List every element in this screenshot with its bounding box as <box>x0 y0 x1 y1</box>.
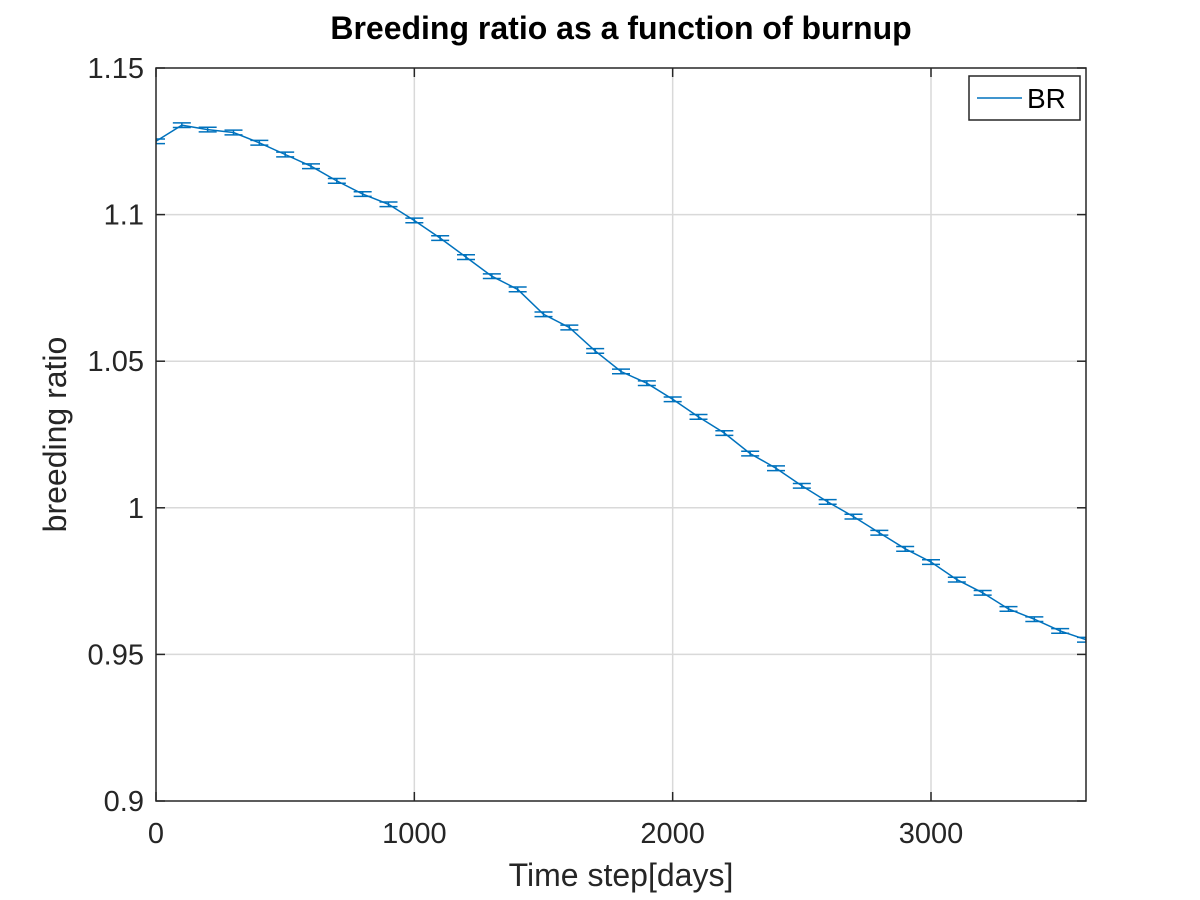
y-tick-label: 1.1 <box>104 200 144 232</box>
error-bar <box>922 558 940 566</box>
error-bar <box>302 163 320 170</box>
error-bar <box>1051 627 1070 635</box>
y-tick-label: 1 <box>128 493 144 525</box>
series-line-br <box>156 124 1086 641</box>
chart-title: Breeding ratio as a function of burnup <box>330 10 911 46</box>
axis-ticks: 0 1000 2000 3000 0.9 0.95 1 1.05 1.1 1.15 <box>88 53 1086 850</box>
legend-label-br: BR <box>1027 83 1066 114</box>
x-tick-label: 1000 <box>382 818 447 850</box>
error-bar <box>844 513 863 520</box>
error-bar <box>947 576 966 583</box>
error-bar <box>715 429 734 437</box>
y-tick-label: 1.05 <box>88 346 144 378</box>
x-axis-label: Time step[days] <box>509 857 734 893</box>
error-bar <box>327 177 346 184</box>
error-bar <box>896 545 915 552</box>
x-tick-label: 2000 <box>640 818 705 850</box>
error-bar <box>741 450 760 457</box>
plot-area-frame <box>155 67 1087 802</box>
error-bar <box>792 482 811 489</box>
error-bar <box>663 396 682 403</box>
error-bar <box>560 324 579 331</box>
x-tick-label: 0 <box>148 818 164 850</box>
error-bar <box>457 254 475 261</box>
error-bar <box>612 368 630 375</box>
error-bar <box>156 138 165 145</box>
grid-lines <box>156 68 1086 801</box>
error-bar <box>999 605 1018 613</box>
error-bar <box>586 347 605 355</box>
error-bar <box>1025 616 1044 623</box>
error-bar <box>1077 636 1086 643</box>
error-bar <box>276 151 295 158</box>
error-bar <box>224 129 243 136</box>
error-bar <box>353 190 372 198</box>
legend: BR <box>968 75 1081 121</box>
y-tick-label: 0.9 <box>104 786 144 818</box>
y-axis-label: breeding ratio <box>37 337 73 533</box>
error-bar <box>482 273 501 280</box>
error-bar <box>198 126 217 133</box>
error-bar <box>250 139 269 146</box>
error-bar <box>172 122 191 129</box>
error-bar <box>637 380 656 387</box>
y-tick-label: 0.95 <box>88 639 144 671</box>
error-bar <box>405 217 424 224</box>
error-bar <box>431 234 450 242</box>
error-bar <box>870 529 889 536</box>
error-bar <box>818 498 837 506</box>
error-bar <box>973 589 992 596</box>
series-clip-group <box>156 122 1086 643</box>
x-tick-label: 3000 <box>899 818 964 850</box>
error-bar <box>379 201 398 208</box>
error-bar <box>689 413 708 421</box>
error-bar <box>767 465 785 472</box>
series-layer <box>156 122 1086 643</box>
error-bar <box>508 286 527 293</box>
y-tick-label: 1.15 <box>88 53 144 85</box>
error-bar <box>534 311 553 318</box>
